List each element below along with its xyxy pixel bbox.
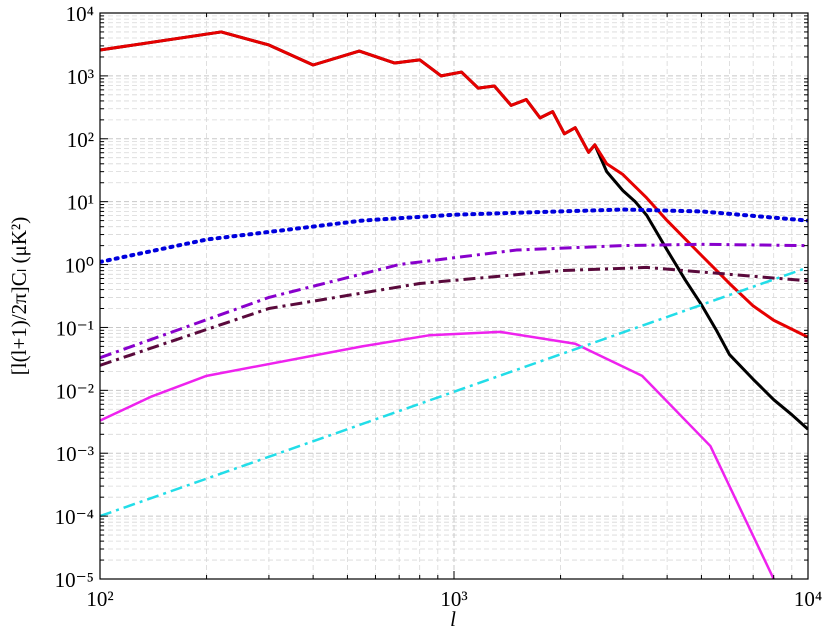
x-axis-label: l: [450, 607, 456, 631]
data-line: [100, 242, 808, 360]
lines: [100, 30, 808, 579]
y-tick-label: 10²: [67, 128, 94, 152]
y-tick-label: 10⁴: [66, 2, 94, 26]
y-tick-label: 10³: [67, 65, 94, 89]
data-line: [100, 30, 808, 339]
y-tick-label: 10⁻¹: [56, 316, 94, 340]
x-tick-label: 10³: [440, 587, 467, 611]
y-tick-label: 10⁻⁵: [55, 568, 94, 592]
x-tick-label: 10⁴: [794, 587, 822, 611]
x-tick-label: 10²: [86, 587, 113, 611]
data-line: [100, 266, 808, 518]
y-tick-label: 10⁻²: [56, 379, 94, 403]
y-tick-label: 10⁰: [65, 254, 94, 278]
y-axis-label: [l(l+1)/2π]Cₗ (μK²): [7, 217, 31, 375]
ticks: 10² 10³ 10⁴ 10⁻⁵ 10⁻⁴ 10⁻³ 10⁻² 10⁻¹ 10⁰ 10¹ 10² 10…: [55, 2, 823, 611]
y-tick-label: 10⁻³: [56, 442, 94, 466]
y-tick-label: 10¹: [67, 191, 94, 215]
data-line: [100, 207, 808, 264]
grid: [99, 12, 809, 580]
data-line: [100, 265, 808, 367]
y-tick-label: 10⁻⁴: [55, 505, 94, 529]
data-line: [100, 330, 775, 579]
